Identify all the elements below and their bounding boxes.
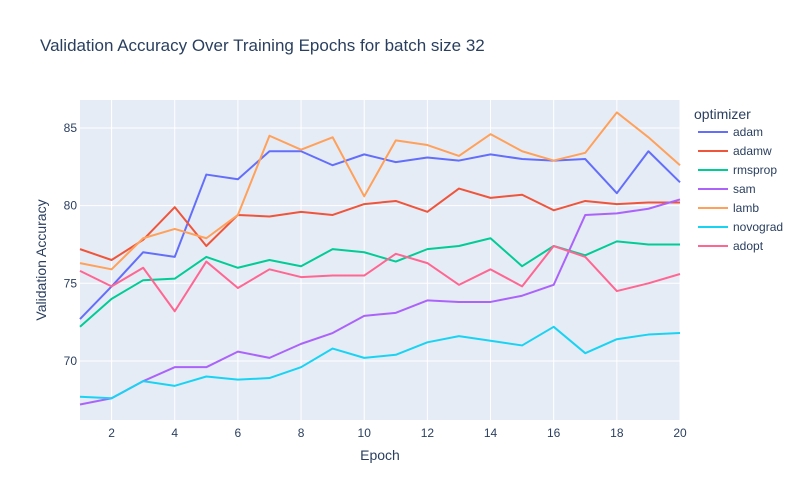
- x-tick-label: 20: [673, 426, 687, 440]
- y-axis-title: Validation Accuracy: [33, 199, 49, 320]
- legend-title: optimizer: [694, 106, 751, 122]
- x-tick-label: 12: [421, 426, 435, 440]
- series-line-adopt: [79, 245, 681, 313]
- x-tick-label: 18: [610, 426, 624, 440]
- legend-item-adamw[interactable]: adamw: [733, 144, 772, 158]
- y-tick-label: 85: [64, 121, 78, 135]
- grid-lines: [80, 100, 681, 420]
- legend-item-adopt[interactable]: adopt: [733, 239, 764, 253]
- legend-item-adam[interactable]: adam: [733, 125, 763, 139]
- y-tick-label: 70: [64, 354, 78, 368]
- series-line-lamb: [79, 111, 681, 271]
- legend: adam adamw rmsprop sam lamb novograd adopt: [698, 125, 783, 253]
- chart-title: Validation Accuracy Over Training Epochs…: [40, 36, 485, 55]
- x-tick-label: 2: [108, 426, 115, 440]
- x-axis-title: Epoch: [360, 447, 400, 463]
- series-line-novograd: [79, 325, 681, 400]
- y-tick-label: 80: [64, 199, 78, 213]
- x-tick-label: 8: [298, 426, 305, 440]
- legend-item-rmsprop[interactable]: rmsprop: [733, 163, 777, 177]
- series-line-adam: [79, 150, 681, 320]
- series-lines: [79, 111, 681, 406]
- legend-item-sam[interactable]: sam: [733, 182, 756, 196]
- x-tick-label: 6: [235, 426, 242, 440]
- x-tick-label: 14: [484, 426, 498, 440]
- x-tick-label: 4: [171, 426, 178, 440]
- legend-item-novograd[interactable]: novograd: [733, 220, 783, 234]
- x-tick-label: 16: [547, 426, 561, 440]
- series-line-sam: [79, 198, 681, 406]
- x-tick-label: 10: [358, 426, 372, 440]
- y-tick-label: 75: [64, 276, 78, 290]
- series-line-adamw: [79, 187, 680, 261]
- series-line-rmsprop: [79, 237, 680, 328]
- axis-ticks: 2 4 6 8 10 12 14 16 18 20 70 75 80 85: [64, 121, 687, 440]
- legend-item-lamb[interactable]: lamb: [733, 201, 759, 215]
